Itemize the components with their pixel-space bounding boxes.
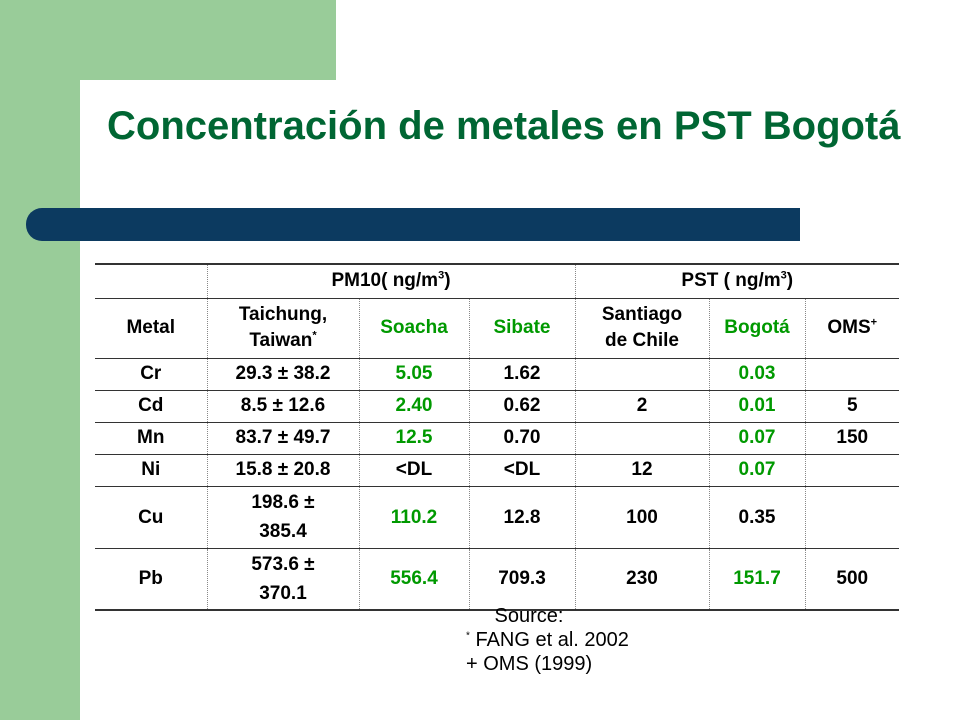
col-header-santiago: Santiago de Chile (574, 298, 709, 358)
cell-santiago: 2 (574, 390, 709, 422)
left-green-band (0, 0, 80, 720)
cell-sibate: 709.3 (468, 548, 575, 610)
group-pm10-header: PM10( ng/m3) (206, 264, 575, 298)
cell-taichung: 15.8 ± 20.8 (206, 454, 359, 486)
col-header-soacha: Soacha (358, 298, 469, 358)
cell-taichung: 198.6 ±385.4 (206, 486, 359, 548)
cell-sibate: 1.62 (468, 358, 575, 390)
cell-metal: Cd (138, 395, 164, 416)
table-row: Ni 15.8 ± 20.8 <DL <DL 12 0.07 (95, 454, 899, 486)
source-ref-fang: * FANG et al. 2002 (466, 629, 629, 651)
cell-oms: 5 (804, 390, 899, 422)
cell-bogota: 151.7 (708, 548, 805, 610)
cell-soacha: 110.2 (358, 486, 469, 548)
source-ref-oms: + OMS (1999) (466, 653, 593, 675)
title-underline-bar (26, 208, 800, 241)
cell-oms (804, 486, 899, 548)
content-corner (80, 80, 200, 200)
cell-bogota: 0.01 (708, 390, 805, 422)
cell-santiago: 100 (574, 486, 709, 548)
column-header-row: Metal Taichung, Taiwan* Soacha Sibate San… (95, 298, 899, 358)
cell-soacha: <DL (358, 454, 469, 486)
cell-santiago (574, 358, 709, 390)
col-header-oms: OMS+ (804, 298, 899, 358)
cell-taichung: 29.3 ± 38.2 (206, 358, 359, 390)
cell-bogota: 0.35 (708, 486, 805, 548)
col-header-bogota: Bogotá (708, 298, 805, 358)
cell-soacha: 5.05 (358, 358, 469, 390)
cell-sibate: 0.70 (468, 422, 575, 454)
cell-santiago (574, 422, 709, 454)
table-row: Cd 8.5 ± 12.6 2.40 0.62 2 0.01 5 (95, 390, 899, 422)
cell-santiago: 230 (574, 548, 709, 610)
table-row: Pb 573.6 ±370.1 556.4 709.3 230 151.7 50… (95, 548, 899, 610)
cell-taichung: 83.7 ± 49.7 (206, 422, 359, 454)
table-row: Cr 29.3 ± 38.2 5.05 1.62 0.03 (95, 358, 899, 390)
table-row: Cu 198.6 ±385.4 110.2 12.8 100 0.35 (95, 486, 899, 548)
cell-soacha: 556.4 (358, 548, 469, 610)
metals-table: PM10( ng/m3) PST ( ng/m3) Metal Taichung… (95, 263, 899, 611)
group-header-row: PM10( ng/m3) PST ( ng/m3) (95, 264, 899, 298)
cell-oms (804, 454, 899, 486)
source-heading: Source: (494, 605, 564, 627)
cell-santiago: 12 (574, 454, 709, 486)
cell-sibate: 12.8 (468, 486, 575, 548)
cell-metal: Ni (141, 459, 161, 480)
col-header-taichung: Taichung, Taiwan* (206, 298, 359, 358)
table-row: Mn 83.7 ± 49.7 12.5 0.70 0.07 150 (95, 422, 899, 454)
col-header-metal: Metal (126, 317, 176, 338)
group-pst-header: PST ( ng/m3) (574, 264, 899, 298)
cell-oms: 500 (804, 548, 899, 610)
top-green-band (0, 0, 336, 80)
cell-metal: Cu (138, 506, 164, 528)
cell-soacha: 12.5 (358, 422, 469, 454)
cell-bogota: 0.03 (708, 358, 805, 390)
cell-oms (804, 358, 899, 390)
source-notes: Source: * FANG et al. 2002 + OMS (1999) (414, 604, 644, 676)
cell-metal: Cr (140, 363, 162, 384)
cell-bogota: 0.07 (708, 422, 805, 454)
cell-taichung: 573.6 ±370.1 (206, 548, 359, 610)
col-header-sibate: Sibate (468, 298, 575, 358)
cell-metal: Mn (137, 427, 165, 448)
cell-sibate: <DL (468, 454, 575, 486)
cell-metal: Pb (138, 568, 163, 590)
cell-oms: 150 (804, 422, 899, 454)
cell-taichung: 8.5 ± 12.6 (206, 390, 359, 422)
cell-sibate: 0.62 (468, 390, 575, 422)
cell-bogota: 0.07 (708, 454, 805, 486)
empty-header-cell (95, 264, 207, 298)
cell-soacha: 2.40 (358, 390, 469, 422)
slide-title: Concentración de metales en PST Bogotá (107, 104, 901, 148)
